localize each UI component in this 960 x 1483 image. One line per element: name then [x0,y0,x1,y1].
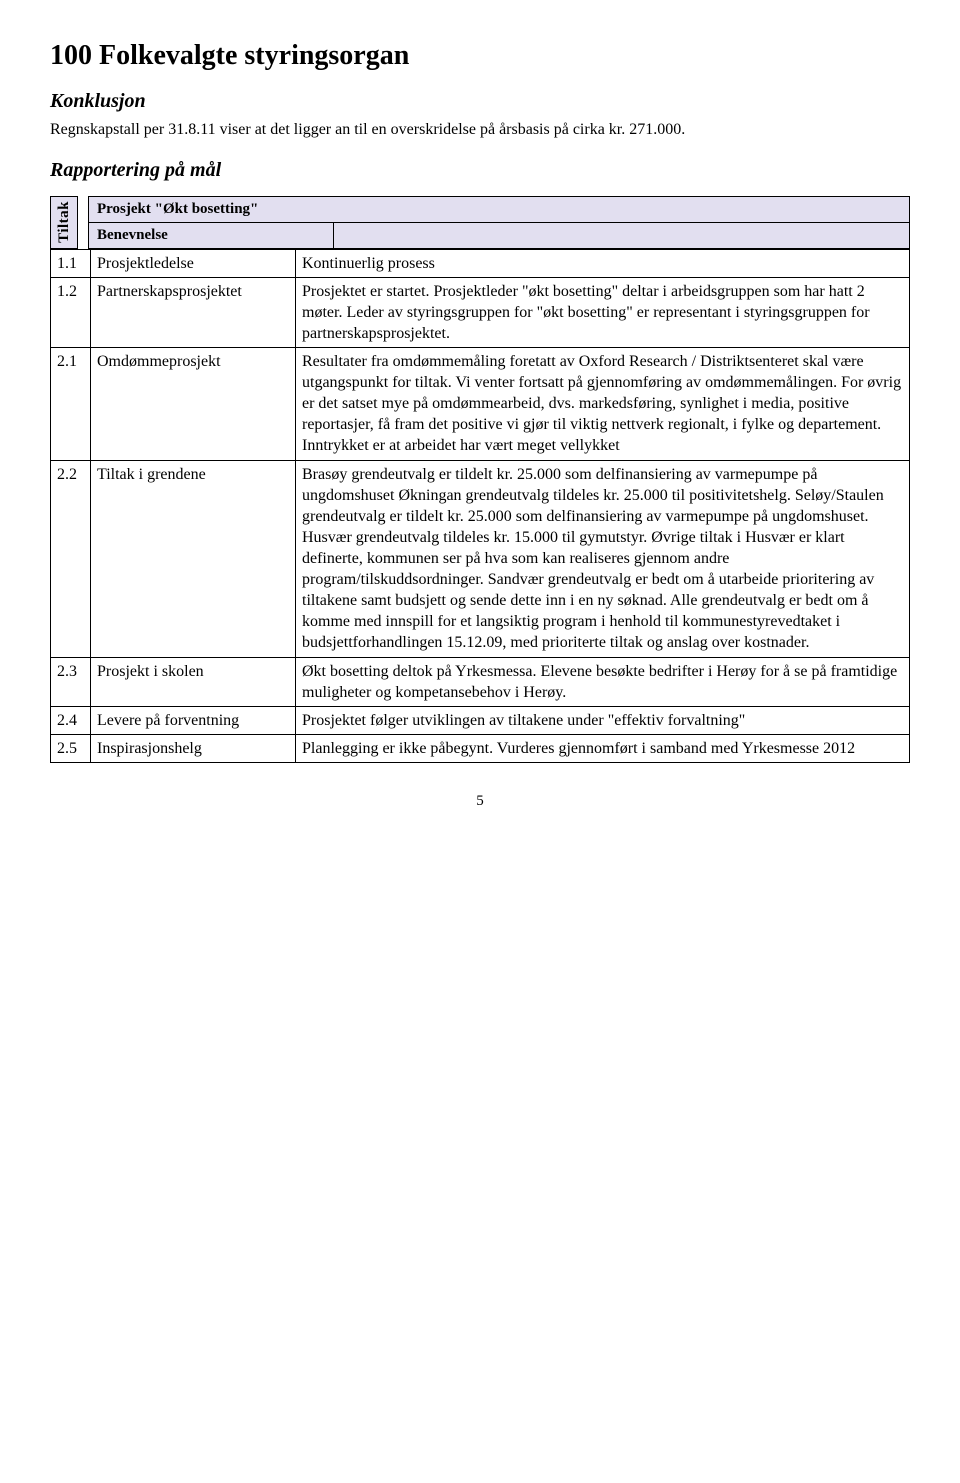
row-desc: Planlegging er ikke påbegynt. Vurderes g… [296,734,910,762]
row-name: Levere på forventning [91,706,296,734]
row-number: 2.5 [51,734,91,762]
table-row: 2.3Prosjekt i skolenØkt bosetting deltok… [51,657,910,706]
project-header-table: Prosjekt "Økt bosetting" Benevnelse [88,196,910,249]
table-row: 1.1ProsjektledelseKontinuerlig prosess [51,249,910,277]
row-name: Inspirasjonshelg [91,734,296,762]
benevnelse-label: Benevnelse [89,222,334,248]
benevnelse-empty [334,222,910,248]
row-name: Prosjekt i skolen [91,657,296,706]
row-name: Omdømmeprosjekt [91,348,296,461]
row-desc: Prosjektet er startet. Prosjektleder "øk… [296,277,910,347]
row-desc: Prosjektet følger utviklingen av tiltake… [296,706,910,734]
row-name: Prosjektledelse [91,249,296,277]
table-row: 2.4Levere på forventningProsjektet følge… [51,706,910,734]
row-number: 1.2 [51,277,91,347]
main-table: 1.1ProsjektledelseKontinuerlig prosess1.… [50,249,910,763]
row-name: Partnerskapsprosjektet [91,277,296,347]
row-number: 2.4 [51,706,91,734]
tiltak-label-cell: Tiltak [50,196,78,249]
row-number: 2.3 [51,657,91,706]
row-name: Tiltak i grendene [91,460,296,657]
row-desc: Brasøy grendeutvalg er tildelt kr. 25.00… [296,460,910,657]
page-number: 5 [50,793,910,810]
project-header-wrap: Tiltak Prosjekt "Økt bosetting" Benevnel… [50,196,910,249]
row-desc: Kontinuerlig prosess [296,249,910,277]
table-row: 2.2Tiltak i grendeneBrasøy grendeutvalg … [51,460,910,657]
konklusjon-heading: Konklusjon [50,90,910,113]
row-number: 2.2 [51,460,91,657]
table-row: 1.2PartnerskapsprosjektetProsjektet er s… [51,277,910,347]
row-desc: Resultater fra omdømmemåling foretatt av… [296,348,910,461]
row-desc: Økt bosetting deltok på Yrkesmessa. Elev… [296,657,910,706]
table-row: 2.1OmdømmeprosjektResultater fra omdømme… [51,348,910,461]
page-title: 100 Folkevalgte styringsorgan [50,40,910,72]
table-row: Prosjekt "Økt bosetting" [89,196,910,222]
row-number: 2.1 [51,348,91,461]
row-number: 1.1 [51,249,91,277]
table-row: 2.5InspirasjonshelgPlanlegging er ikke p… [51,734,910,762]
project-title-cell: Prosjekt "Økt bosetting" [89,196,910,222]
konklusjon-text: Regnskapstall per 31.8.11 viser at det l… [50,119,910,141]
rapportering-heading: Rapportering på mål [50,159,910,182]
tiltak-label: Tiltak [56,201,73,243]
table-row: Benevnelse [89,222,910,248]
